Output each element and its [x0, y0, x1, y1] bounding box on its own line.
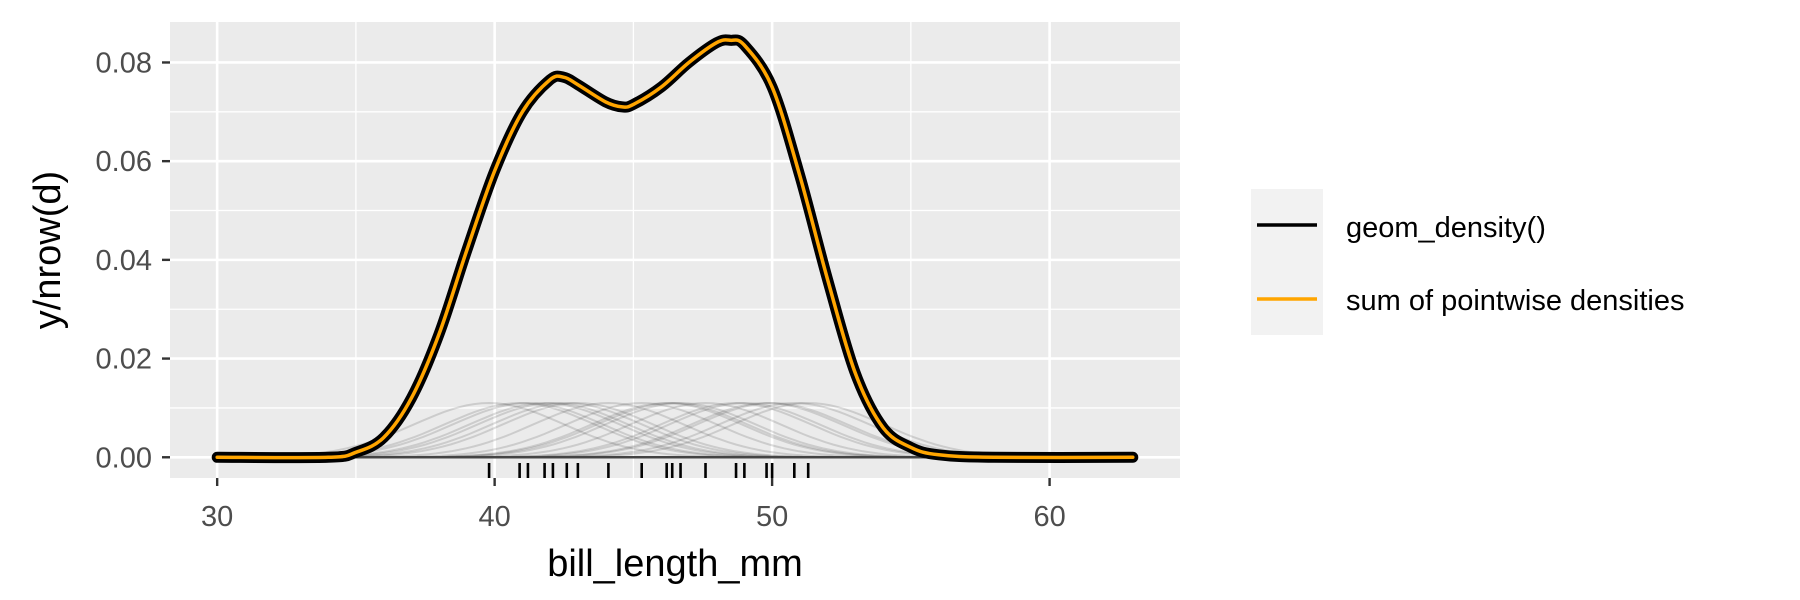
pointwise-density-curve: [519, 401, 970, 458]
y-tick-label: 0.08: [96, 47, 152, 79]
x-tick-label: 30: [201, 501, 233, 533]
pointwise-density-curve: [264, 401, 714, 458]
legend-key-background: [1251, 189, 1323, 335]
pointwise-density-curve: [303, 401, 753, 458]
legend-label-sum-pointwise: sum of pointwise densities: [1346, 285, 1685, 317]
y-axis-title: y/nrow(d): [27, 171, 69, 329]
pointwise-density-curve: [383, 401, 834, 458]
x-tick-label: 50: [756, 501, 788, 533]
pointwise-density-curve: [455, 401, 906, 458]
legend: geom_density() sum of pointwise densitie…: [1251, 189, 1685, 335]
grid-minor: [170, 22, 1180, 478]
pointwise-densities: [264, 401, 1033, 458]
pointwise-density-curve: [480, 401, 931, 458]
y-tick-label: 0.06: [96, 146, 152, 178]
y-tick-label: 0.02: [96, 344, 152, 376]
x-axis-title: bill_length_mm: [547, 543, 803, 585]
pointwise-density-curve: [441, 401, 892, 458]
pointwise-density-curve: [353, 401, 803, 458]
y-tick-label: 0.04: [96, 245, 152, 277]
x-tick-label: 60: [1033, 501, 1065, 533]
pointwise-density-curve: [328, 401, 778, 458]
pointwise-density-curve: [416, 401, 867, 458]
axis-ticks: [162, 61, 1051, 486]
pointwise-density-curve: [319, 401, 770, 458]
legend-label-geom-density: geom_density(): [1346, 212, 1546, 244]
y-tick-label: 0.00: [96, 442, 152, 474]
series-lines: [211, 34, 1139, 464]
series-line-sum-pointwise: [215, 38, 1135, 460]
pointwise-density-curve: [447, 401, 898, 458]
pointwise-density-curve: [341, 401, 792, 458]
rug-marks: [487, 463, 810, 478]
plot-panel: [170, 22, 1180, 478]
pointwise-density-curve: [511, 401, 961, 458]
x-tick-labels: 30 40 50 60: [201, 501, 1066, 533]
x-tick-label: 40: [479, 501, 511, 533]
y-tick-labels: 0.00 0.02 0.04 0.06 0.08: [96, 47, 152, 474]
pointwise-density-curve: [583, 401, 1033, 458]
